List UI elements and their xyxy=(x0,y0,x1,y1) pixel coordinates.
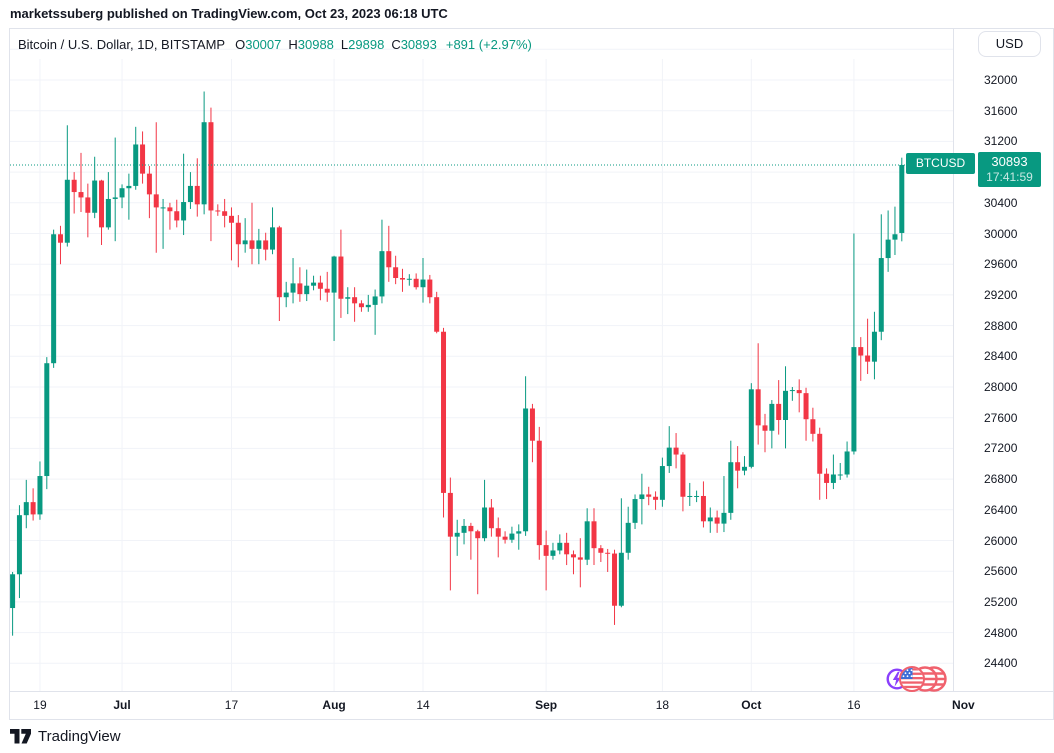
price-tick-label: 29600 xyxy=(984,257,1018,272)
us-flag-circle-icon xyxy=(899,666,925,692)
price-tick-label: 25600 xyxy=(984,564,1018,579)
price-tick-label: 31200 xyxy=(984,134,1018,149)
ohlc-high: H30988 xyxy=(288,37,334,52)
last-price-badge: 30893 17:41:59 xyxy=(978,152,1041,187)
time-tick-label: Jul xyxy=(113,698,131,712)
low-label: L xyxy=(340,37,349,52)
time-tick-label: Nov xyxy=(952,698,975,712)
price-tick-label: 24400 xyxy=(984,656,1018,671)
price-tick-label: 32000 xyxy=(984,73,1018,87)
symbol-legend[interactable]: Bitcoin / U.S. Dollar, 1D, BITSTAMP O3000… xyxy=(18,37,532,53)
time-tick-label: 18 xyxy=(655,698,670,712)
time-tick-label: 17 xyxy=(224,698,239,712)
footer: TradingView xyxy=(0,720,1054,753)
time-axis[interactable]: 19 Jul 17 Aug 14 Sep 18 Oct 16 Nov xyxy=(10,691,1053,720)
price-tick-label: 24800 xyxy=(984,625,1018,640)
price-tick-label: 27200 xyxy=(984,441,1018,456)
candles-group xyxy=(10,91,905,636)
high-label: H xyxy=(288,37,298,52)
time-tick-label: 14 xyxy=(416,698,430,712)
event-flag-icons[interactable] xyxy=(886,661,948,697)
price-axis[interactable]: 32000 31600 31200 30400 30000 29600 29200 28800… xyxy=(984,29,1054,691)
price-tick-label: 30000 xyxy=(984,226,1018,241)
price-tick-label: 29200 xyxy=(984,287,1018,302)
chart-panel: Bitcoin / U.S. Dollar, 1D, BITSTAMP O3000… xyxy=(9,28,1054,720)
price-tick-label: 26400 xyxy=(984,502,1018,517)
price-tick-label: 31600 xyxy=(984,103,1018,118)
symbol-title[interactable]: Bitcoin / U.S. Dollar, 1D, BITSTAMP xyxy=(18,37,226,52)
ohlc-open: O30007 xyxy=(235,37,281,52)
price-tick-label: 28000 xyxy=(984,380,1018,394)
footer-brand[interactable]: TradingView xyxy=(38,728,121,745)
price-tick-label: 30400 xyxy=(984,195,1018,210)
price-tick-label: 26000 xyxy=(984,533,1018,548)
attribution-text: marketssuberg published on TradingView.c… xyxy=(10,6,448,21)
open-label: O xyxy=(235,37,246,52)
tradingview-logo-icon[interactable] xyxy=(10,729,31,744)
change-value: +891 (+2.97%) xyxy=(445,37,532,52)
grid-lines xyxy=(10,48,954,691)
symbol-price-flag: BTCUSD xyxy=(906,153,975,174)
time-tick-label: Sep xyxy=(535,698,558,712)
time-tick-label: 19 xyxy=(33,698,47,712)
bar-countdown: 17:41:59 xyxy=(986,170,1033,184)
price-tick-label: 25200 xyxy=(984,594,1018,609)
last-price-value: 30893 xyxy=(991,154,1028,169)
ohlc-close: C30893 xyxy=(391,37,437,52)
currency-toggle-button[interactable]: USD xyxy=(978,31,1041,57)
price-tick-label: 28800 xyxy=(984,318,1018,333)
high-value: 30988 xyxy=(297,37,334,52)
close-value: 30893 xyxy=(400,37,437,52)
ohlc-low: L29898 xyxy=(341,37,384,52)
price-tick-label: 27600 xyxy=(984,410,1018,425)
low-value: 29898 xyxy=(348,37,385,52)
time-tick-label: 16 xyxy=(847,698,861,712)
close-label: C xyxy=(391,37,401,52)
time-tick-label: Aug xyxy=(322,698,346,712)
price-tick-label: 26800 xyxy=(984,472,1018,487)
time-tick-label: Oct xyxy=(741,698,762,712)
price-tick-label: 28400 xyxy=(984,349,1018,364)
open-value: 30007 xyxy=(245,37,282,52)
candlestick-chart[interactable] xyxy=(10,29,954,691)
